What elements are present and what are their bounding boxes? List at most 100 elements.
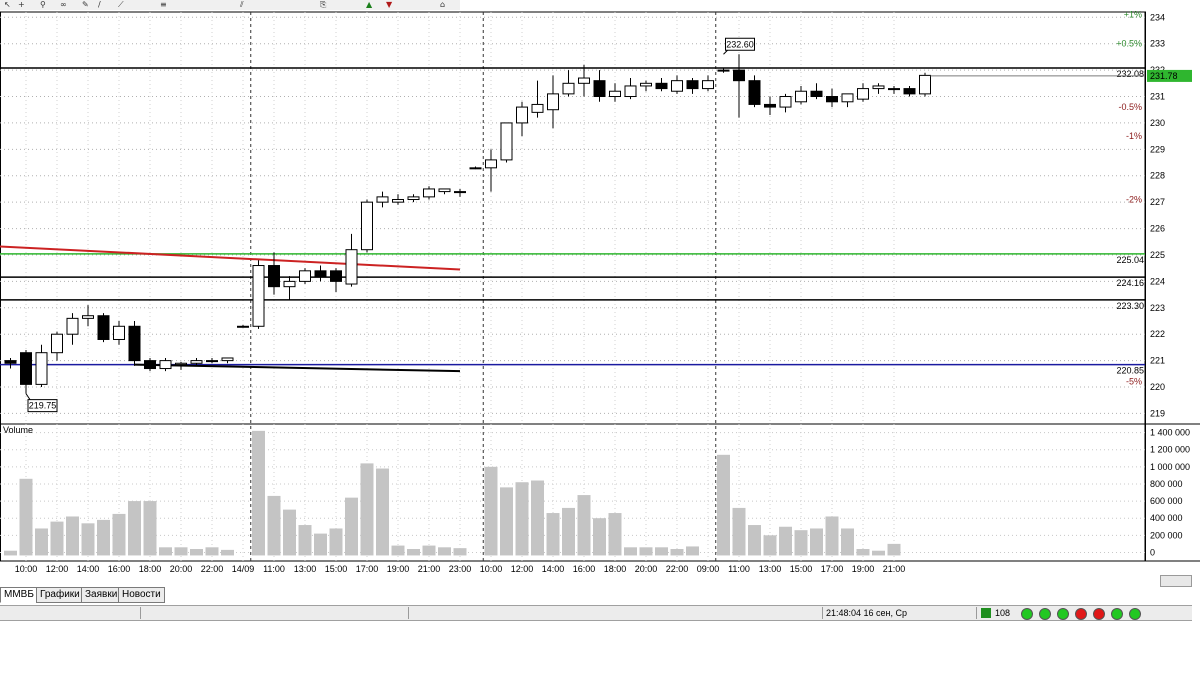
- connection-indicator-dot: [1129, 608, 1141, 620]
- candle-body: [361, 201, 373, 251]
- percent-label: -1%: [1126, 131, 1142, 141]
- trend-line: [0, 245, 461, 271]
- time-tick-label: 18:00: [139, 564, 162, 574]
- volume-bar: [221, 549, 234, 556]
- tab-orders[interactable]: Заявки: [81, 587, 122, 603]
- time-tick-label: 19:00: [387, 564, 410, 574]
- pencil-icon[interactable]: ✎: [82, 0, 89, 9]
- price-tick-label: 231: [1150, 92, 1165, 102]
- candle-body: [810, 90, 823, 98]
- volume-bar: [314, 533, 327, 556]
- volume-bar: [298, 525, 312, 556]
- sell-icon[interactable]: ▼: [386, 0, 393, 9]
- price-tick-label: 219: [1150, 408, 1165, 418]
- current-price-label: 231.78: [1150, 71, 1178, 81]
- percent-label: -0.5%: [1118, 102, 1142, 112]
- time-tick-label: 14:00: [77, 564, 100, 574]
- volume-bar: [794, 530, 808, 556]
- close-all-icon[interactable]: ⌂: [440, 0, 446, 9]
- volume-bar: [763, 535, 777, 556]
- price-tick-label: 233: [1150, 39, 1165, 49]
- price-tick-label: 228: [1150, 171, 1165, 181]
- volume-bar: [810, 528, 823, 556]
- fan-tool-icon[interactable]: ⟋: [118, 0, 124, 9]
- price-tick-label: 229: [1150, 144, 1165, 154]
- candle: [702, 75, 714, 92]
- volume-bar: [422, 545, 436, 556]
- annotation-leader: [25, 393, 31, 400]
- text-tool-icon[interactable]: ⎘: [320, 0, 327, 9]
- candle: [609, 83, 621, 102]
- tab-mmvb[interactable]: ММВБ: [0, 587, 38, 603]
- volume-tick-label: 0: [1150, 547, 1155, 557]
- candle-body: [97, 315, 110, 340]
- volume-bar: [391, 545, 405, 556]
- candle-body: [66, 317, 79, 335]
- annotation-box: [725, 37, 755, 51]
- connection-indicator-dot: [1057, 608, 1069, 620]
- annotation-box: [27, 399, 58, 413]
- line-tool-icon[interactable]: /: [98, 0, 101, 9]
- tab-charts[interactable]: Графики: [36, 587, 84, 603]
- candle: [66, 313, 79, 345]
- time-tick-label: 16:00: [108, 564, 131, 574]
- time-tick-label: 17:00: [821, 564, 844, 574]
- volume-tick-label: 1 200 000: [1150, 445, 1190, 455]
- zoom-icon[interactable]: ⚲: [40, 0, 46, 9]
- candle: [438, 188, 451, 195]
- channel-tool-icon[interactable]: ⫽: [240, 0, 244, 9]
- candle: [190, 357, 203, 366]
- volume-bar: [562, 507, 575, 556]
- horizontal-scrollbar[interactable]: [1160, 575, 1192, 587]
- candle: [454, 188, 466, 197]
- candle-body: [872, 85, 885, 90]
- candle-body: [655, 82, 668, 90]
- candle: [469, 166, 482, 170]
- candle-body: [516, 106, 528, 124]
- price-chart[interactable]: 219 220 221 222 223 224 225 226 227 228 229 230 231 2…: [0, 0, 1200, 625]
- candle-body: [779, 96, 792, 108]
- fib-tool-icon[interactable]: ≡: [160, 0, 167, 9]
- cursor-icon[interactable]: ↖: [4, 0, 11, 9]
- candle: [314, 265, 327, 282]
- candle-body: [547, 93, 559, 111]
- volume-bar: [608, 513, 622, 556]
- time-tick-label: 14:00: [542, 564, 565, 574]
- volume-bar: [35, 528, 48, 556]
- volume-bar: [500, 487, 513, 556]
- volume-bar: [748, 525, 761, 556]
- candle-body: [609, 90, 621, 98]
- volume-bar: [593, 518, 606, 556]
- candle-body: [206, 360, 218, 363]
- volume-bar: [143, 501, 157, 556]
- buy-icon[interactable]: ▲: [366, 0, 373, 9]
- candle-body: [717, 69, 730, 72]
- crosshair-icon[interactable]: +: [18, 0, 25, 9]
- annotation-label: 219.75: [29, 401, 57, 411]
- tab-news[interactable]: Новости: [118, 587, 165, 603]
- candle-body: [392, 199, 404, 203]
- volume-bar: [267, 495, 281, 556]
- candle-body: [144, 360, 156, 370]
- candle-body: [237, 325, 249, 328]
- status-bar: 21:48:04 16 сен, Ср 108: [0, 605, 1192, 621]
- volume-bar: [345, 497, 358, 556]
- volume-bar: [686, 546, 699, 556]
- candle: [376, 191, 389, 208]
- candle-body: [4, 360, 17, 364]
- time-tick-label: 14/09: [232, 564, 255, 574]
- level-label: 220.85: [1116, 366, 1144, 376]
- volume-bar: [159, 547, 172, 556]
- volume-tick-label: 200 000: [1150, 530, 1183, 540]
- candle-body: [407, 196, 420, 201]
- chain-icon[interactable]: ∞: [60, 0, 67, 9]
- time-tick-label: 12:00: [46, 564, 69, 574]
- level-label: 223.30: [1116, 301, 1144, 311]
- volume-bar: [407, 549, 420, 556]
- time-tick-label: 20:00: [635, 564, 658, 574]
- candle-body: [438, 188, 451, 193]
- candle-body: [190, 360, 203, 364]
- volume-bar: [670, 549, 684, 556]
- volume-bar: [19, 478, 33, 556]
- time-tick-label: 20:00: [170, 564, 193, 574]
